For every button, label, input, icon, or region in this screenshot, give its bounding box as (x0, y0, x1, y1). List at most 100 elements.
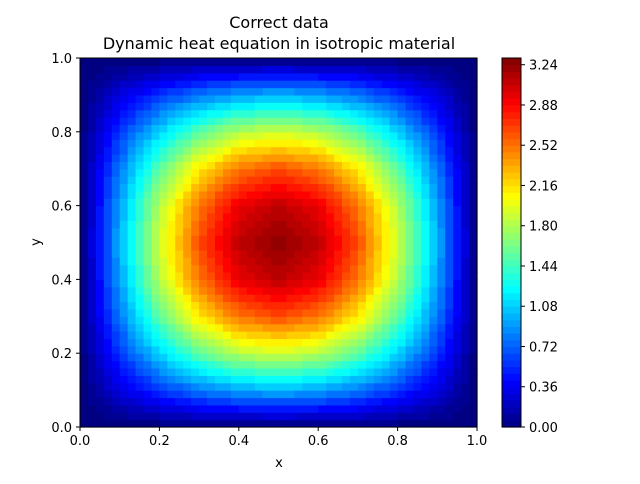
heatmap-cell (342, 382, 351, 391)
heatmap-cell (318, 353, 327, 362)
heatmap-cell (310, 367, 319, 376)
heatmap-cell (270, 257, 280, 266)
heatmap-cell (397, 131, 407, 140)
heatmap-cell (214, 264, 224, 273)
heatmap-cell (159, 72, 168, 81)
heatmap-cell (159, 94, 168, 103)
heatmap-cell (270, 146, 280, 155)
heatmap-cell (413, 227, 423, 236)
heatmap-cell (429, 242, 438, 251)
heatmap-cell (278, 242, 288, 251)
heatmap-cell (437, 367, 446, 376)
heatmap-cell (111, 227, 121, 236)
heatmap-cell (429, 382, 438, 391)
heatmap-cell (183, 338, 192, 347)
heatmap-cell (87, 323, 97, 332)
heatmap-cell (349, 176, 359, 185)
heatmap-cell (270, 131, 280, 140)
heatmap-cell (230, 375, 240, 384)
heatmap-cell (397, 316, 407, 325)
heatmap-cell (80, 419, 89, 428)
heatmap-cell (357, 183, 367, 192)
heatmap-cell (413, 390, 423, 399)
colorbar-segment (502, 91, 521, 99)
heatmap-cell (135, 146, 145, 155)
heatmap-cell (389, 419, 399, 428)
heatmap-cell (357, 212, 367, 221)
heatmap-cell (421, 360, 430, 369)
heatmap-cell (159, 227, 168, 236)
heatmap-cell (183, 146, 192, 155)
heatmap-cell (214, 353, 224, 362)
heatmap-cell (326, 412, 335, 421)
heatmap-cell (437, 412, 446, 421)
heatmap-cell (373, 353, 383, 362)
heatmap-cell (349, 323, 359, 332)
heatmap-cell (183, 168, 192, 177)
heatmap-cell (159, 301, 168, 310)
heatmap-cell (445, 124, 454, 133)
heatmap-cell (453, 360, 462, 369)
heatmap-cell (254, 382, 264, 391)
heatmap-cell (80, 353, 89, 362)
colorbar-tick-label: 2.88 (529, 99, 558, 114)
heatmap-cell (207, 279, 216, 288)
heatmap-cell (191, 72, 200, 81)
heatmap-cell (302, 294, 311, 303)
heatmap-cell (238, 375, 248, 384)
heatmap-cell (294, 131, 303, 140)
heatmap-cell (151, 249, 160, 258)
heatmap-cell (151, 161, 160, 170)
heatmap-cell (286, 117, 295, 126)
colorbar-segment (502, 265, 521, 274)
heatmap-cell (278, 198, 288, 207)
heatmap-cell (111, 301, 121, 310)
heatmap-cell (294, 190, 303, 199)
heatmap-cell (167, 102, 176, 111)
heatmap-cell (389, 153, 399, 162)
heatmap-cell (461, 72, 470, 81)
heatmap-cell (175, 87, 184, 96)
heatmap-cell (246, 323, 256, 332)
heatmap-cell (365, 345, 375, 354)
heatmap-cell (461, 397, 470, 406)
heatmap-cell (453, 176, 462, 185)
heatmap-cell (373, 227, 383, 236)
colorbar-tick-label: 2.16 (529, 179, 558, 194)
colorbar-segment (502, 299, 521, 307)
heatmap-cell (151, 102, 160, 111)
heatmap-cell (151, 331, 160, 340)
heatmap-cell (445, 139, 454, 148)
heatmap-cell (429, 367, 438, 376)
heatmap-cell (111, 316, 121, 325)
heatmap-cell (453, 94, 462, 103)
heatmap-cell (381, 367, 391, 376)
heatmap-cell (214, 345, 224, 354)
heatmap-cell (405, 190, 415, 199)
heatmap-cell (238, 360, 248, 369)
heatmap-cell (365, 404, 375, 413)
heatmap-cell (167, 131, 176, 140)
heatmap-cell (318, 242, 327, 251)
heatmap-cell (199, 109, 208, 118)
heatmap-cell (318, 390, 327, 399)
heatmap-cell (461, 205, 470, 214)
heatmap-cell (111, 279, 121, 288)
heatmap-cell (294, 367, 303, 376)
heatmap-cell (326, 109, 335, 118)
heatmap-cell (254, 183, 264, 192)
heatmap-cell (278, 323, 288, 332)
heatmap-cell (310, 242, 319, 251)
heatmap-cell (95, 102, 105, 111)
heatmap-cell (381, 360, 391, 369)
heatmap-cell (111, 94, 121, 103)
heatmap-cell (326, 375, 335, 384)
heatmap-cell (318, 294, 327, 303)
heatmap-cell (143, 397, 153, 406)
heatmap-cell (437, 301, 446, 310)
heatmap-cell (413, 316, 423, 325)
heatmap-cell (167, 257, 176, 266)
heatmap-cell (389, 212, 399, 221)
heatmap-cell (230, 412, 240, 421)
heatmap-cell (95, 308, 105, 317)
